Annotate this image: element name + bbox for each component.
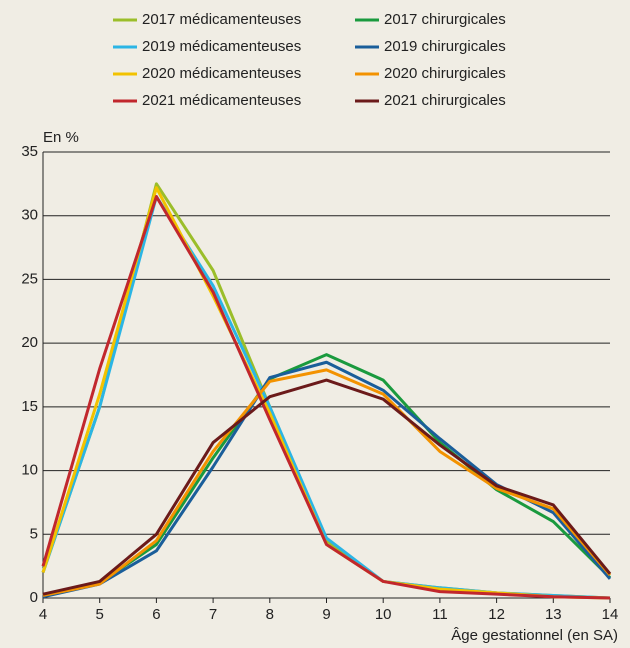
y-axis-label: En % bbox=[43, 129, 79, 146]
x-tick-label: 4 bbox=[39, 606, 47, 623]
y-tick-label: 20 bbox=[21, 334, 38, 351]
legend-label: 2021 chirurgicales bbox=[384, 92, 506, 109]
x-tick-label: 6 bbox=[152, 606, 160, 623]
legend-label: 2017 médicamenteuses bbox=[142, 11, 301, 28]
x-tick-label: 11 bbox=[432, 606, 448, 623]
x-tick-label: 12 bbox=[488, 606, 505, 623]
y-tick-label: 35 bbox=[21, 143, 38, 160]
legend-label: 2017 chirurgicales bbox=[384, 11, 506, 28]
x-axis-label: Âge gestationnel (en SA) bbox=[451, 627, 618, 644]
x-tick-label: 13 bbox=[545, 606, 562, 623]
y-tick-label: 15 bbox=[21, 398, 38, 415]
x-tick-label: 10 bbox=[375, 606, 392, 623]
data-line bbox=[41, 195, 611, 600]
x-tick-label: 9 bbox=[322, 606, 330, 623]
x-tick-label: 14 bbox=[602, 606, 619, 623]
legend-label: 2021 médicamenteuses bbox=[142, 92, 301, 109]
legend-label: 2020 chirurgicales bbox=[384, 65, 506, 82]
x-tick-label: 8 bbox=[266, 606, 274, 623]
data-line bbox=[42, 353, 612, 597]
legend-label: 2019 chirurgicales bbox=[384, 38, 506, 55]
y-tick-label: 30 bbox=[21, 207, 38, 224]
y-tick-label: 25 bbox=[21, 270, 38, 287]
data-line bbox=[42, 378, 612, 596]
legend-label: 2020 médicamenteuses bbox=[142, 65, 301, 82]
y-tick-label: 5 bbox=[30, 525, 38, 542]
legend-label: 2019 médicamenteuses bbox=[142, 38, 301, 55]
x-tick-label: 5 bbox=[96, 606, 104, 623]
x-tick-label: 7 bbox=[209, 606, 217, 623]
data-line bbox=[42, 368, 612, 597]
y-tick-label: 0 bbox=[30, 589, 38, 606]
y-tick-label: 10 bbox=[21, 462, 38, 479]
